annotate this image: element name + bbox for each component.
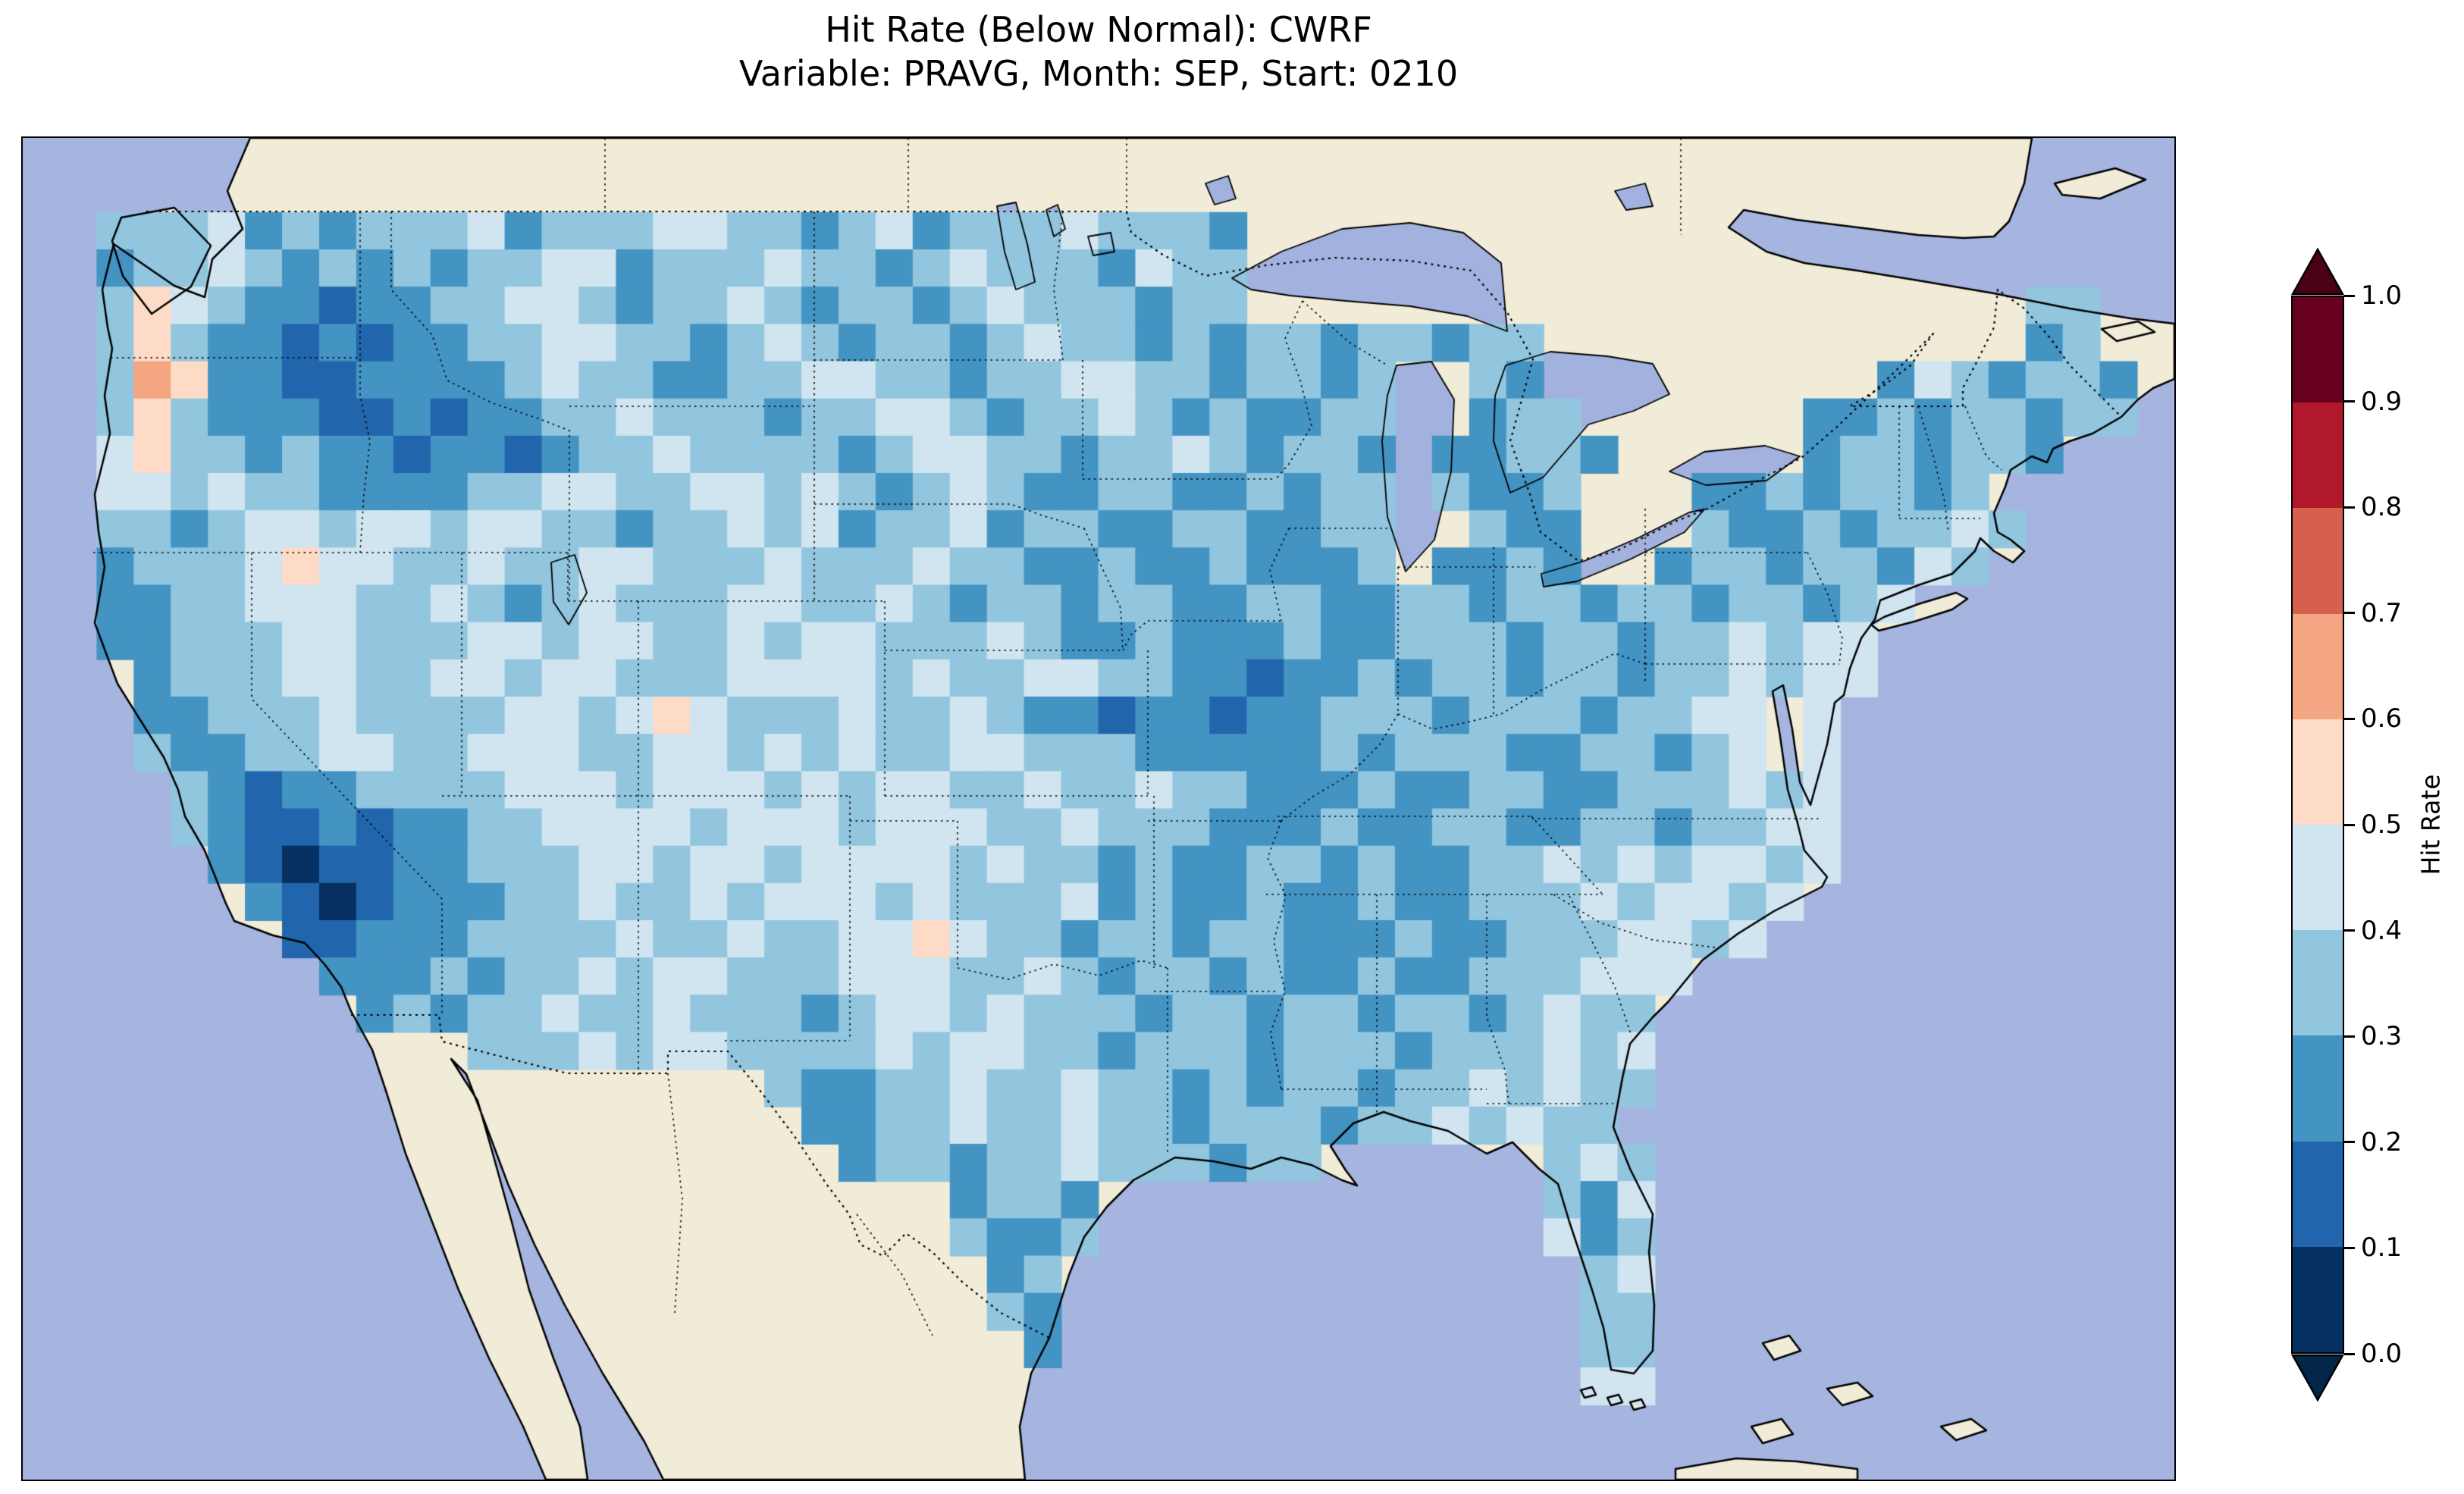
- colorbar-tick-label: 0.4: [2361, 915, 2403, 946]
- colorbar-tick-mark: [2344, 823, 2355, 826]
- colorbar-tick-label: 0.5: [2361, 810, 2403, 840]
- colorbar-tick-mark: [2344, 929, 2355, 932]
- colorbar-axis-label: Hit Rate: [2415, 774, 2446, 875]
- colorbar-segment: [2293, 825, 2343, 931]
- colorbar-over-arrow: [2291, 247, 2344, 296]
- colorbar-tick-mark: [2344, 1141, 2355, 1144]
- colorbar-segment: [2293, 613, 2343, 719]
- title-line-2: Variable: PRAVG, Month: SEP, Start: 0210: [738, 53, 1459, 94]
- colorbar-tick-mark: [2344, 1246, 2355, 1249]
- colorbar-tick-label: 0.3: [2361, 1021, 2403, 1052]
- colorbar-tick-mark: [2344, 612, 2355, 615]
- colorbar-tick-label: 1.0: [2361, 280, 2403, 311]
- colorbar-segment: [2293, 719, 2343, 825]
- figure-title: Hit Rate (Below Normal): CWRF Variable: …: [0, 8, 2197, 96]
- colorbar-segment: [2293, 508, 2343, 614]
- colorbar-tick-mark: [2344, 717, 2355, 720]
- title-line-1: Hit Rate (Below Normal): CWRF: [825, 9, 1372, 50]
- colorbar-segment: [2293, 1141, 2343, 1247]
- colorbar-segment: [2293, 1035, 2343, 1142]
- colorbar-tick-mark: [2344, 1352, 2355, 1355]
- map-axes-frame: [21, 136, 2176, 1481]
- colorbar-under-arrow: [2291, 1354, 2344, 1402]
- colorbar-tick-label: 0.9: [2361, 386, 2403, 417]
- colorbar-tick-mark: [2344, 506, 2355, 509]
- conus-hit-rate-heatmap: [23, 138, 2174, 1480]
- colorbar-tick-mark: [2344, 1035, 2355, 1038]
- colorbar-tick-label: 0.7: [2361, 597, 2403, 628]
- colorbar-tick-mark: [2344, 294, 2355, 297]
- colorbar-tick-label: 0.1: [2361, 1232, 2403, 1264]
- colorbar-tick-label: 0.0: [2361, 1339, 2403, 1369]
- colorbar-tick-label: 0.8: [2361, 492, 2403, 523]
- colorbar-segment: [2293, 402, 2343, 509]
- colorbar: [2291, 296, 2344, 1354]
- colorbar-tick-mark: [2344, 400, 2355, 403]
- colorbar-segment: [2293, 1246, 2343, 1353]
- colorbar-tick-label: 0.2: [2361, 1126, 2403, 1157]
- colorbar-tick-label: 0.6: [2361, 703, 2403, 734]
- colorbar-segment: [2293, 930, 2343, 1036]
- colorbar-segment: [2293, 297, 2343, 403]
